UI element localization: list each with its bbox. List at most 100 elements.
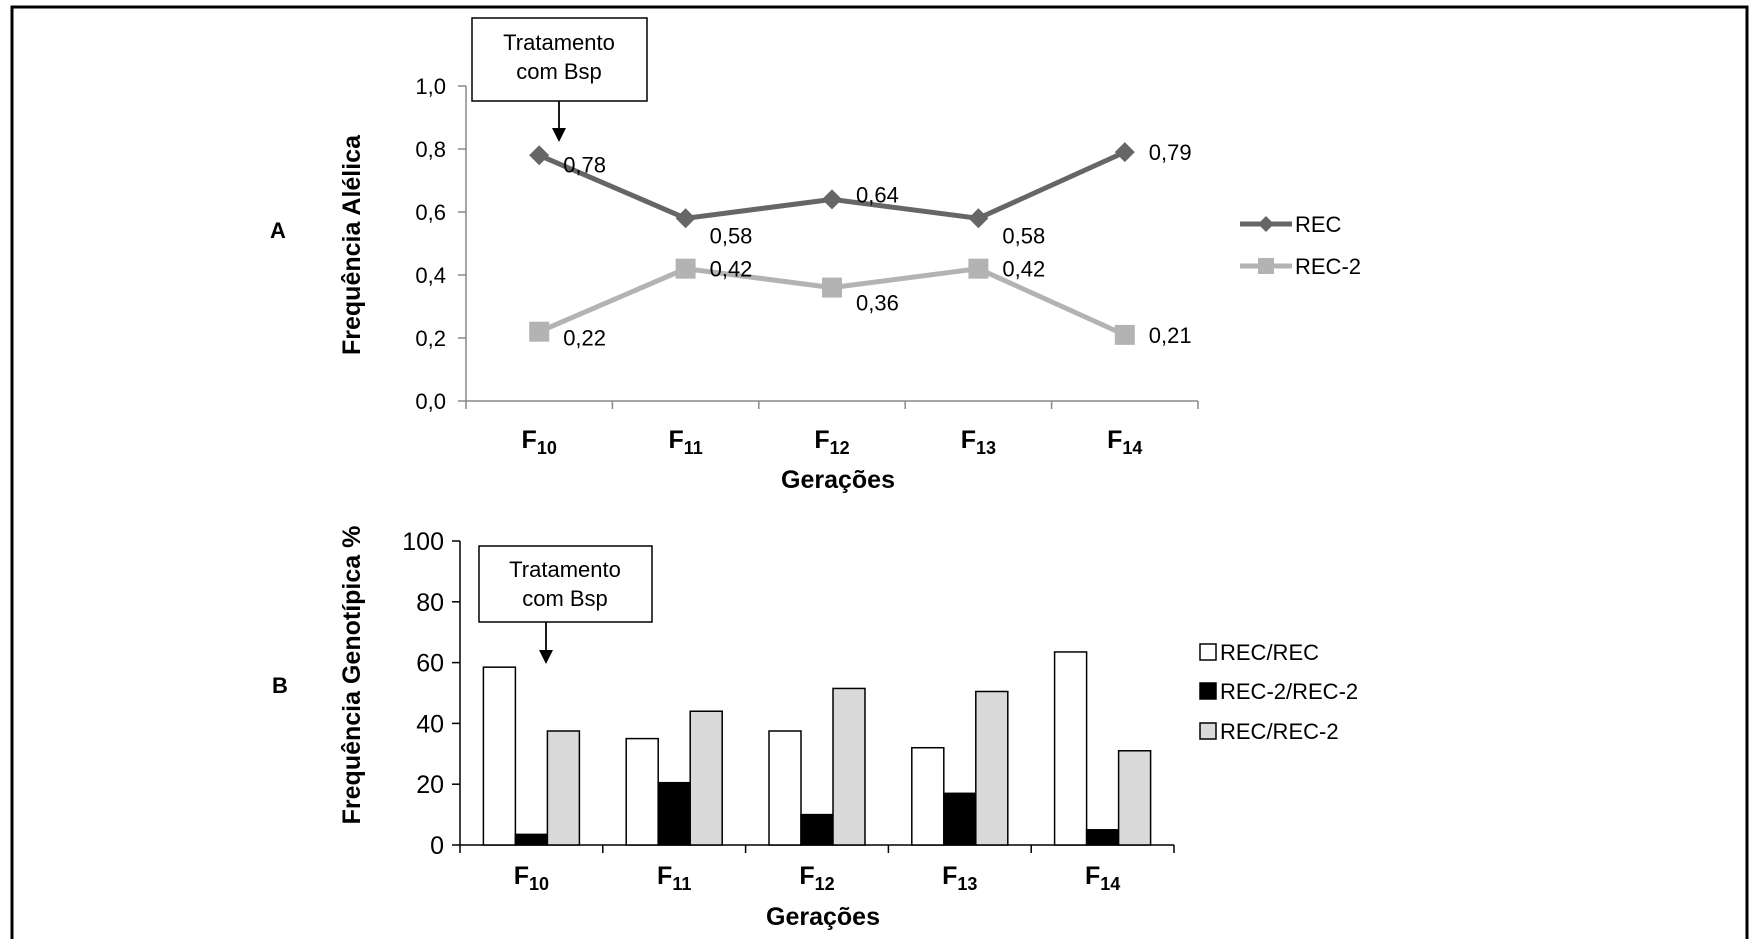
panel-b-bar-REC/REC [768,730,802,846]
panel-b-bar-REC/REC [1053,651,1088,846]
panel-b-legend-swatch [1199,643,1217,661]
panel-a-data-label: 0,21 [1149,323,1192,348]
panel-a-axes [465,86,1199,409]
panel-b-annotation-arrowhead [539,650,553,664]
panel-a-marker-REC [822,189,842,210]
panel-a-legend-marker [1258,258,1274,274]
panel-b-annotation-line-1: Tratamento [509,557,621,582]
panel-b-x-tick-label: F14 [1085,862,1120,894]
panel-b-y-axis-title: Frequência Genotípica % [338,526,366,825]
panel-b-bar-REC-2/REC-2 [800,813,834,846]
panel-a-annotation-line-2: com Bsp [516,59,602,84]
panel-a-x-tick-label: F12 [814,426,849,458]
panel-b-bar-REC/REC-2 [832,687,866,846]
panel-a-data-label: 0,78 [563,152,606,177]
panel-b-x-tick-label: F12 [799,862,834,894]
panel-b-bar-REC/REC-2 [689,710,723,846]
panel-b-bar-REC-2/REC-2 [1085,829,1120,846]
panel-a-y-tick-label: 0,0 [415,389,446,414]
panel-a-x-axis-title: Gerações [781,466,895,494]
panel-a-legend: REC REC-2 [1240,212,1361,279]
panel-a-marker-REC [529,145,550,166]
panel-b-y-tick-label: 40 [416,710,444,738]
panel-a-annotation-line-1: Tratamento [503,30,615,55]
panel-a-y-tick-label: 0,8 [415,137,446,162]
panel-b-bar-REC/REC [625,737,659,846]
panel-a-x-tick-label: F14 [1107,426,1142,458]
panel-a-marker-REC-2 [1114,324,1135,345]
panel-b-y-tick-label: 100 [402,528,444,556]
panel-b-x-tick-label: F13 [942,862,977,894]
panel-a-marker-REC-2 [529,321,550,342]
panel-a-data-labels: 0,78 0,58 0,64 0,58 0,79 0,22 0,42 0,36 0,42 0,21 [563,140,1191,351]
panel-a-data-label: 0,79 [1149,140,1192,165]
panel-b-bar-REC/REC-2 [1117,750,1152,846]
panel-a-line-chart: A Frequência Alélica Gerações 0,00,20,40… [270,17,1361,494]
panel-b-legend-label: REC-2/REC-2 [1220,679,1358,704]
panel-b-x-axis-title: Gerações [766,903,880,931]
panel-a-annotation-box [471,17,648,102]
panel-b-bar-REC/REC [911,746,945,846]
panel-b-bar-REC-2/REC-2 [514,833,549,846]
panel-b-bar-REC-2/REC-2 [943,792,977,846]
panel-a-marker-REC [968,208,989,229]
panel-b-y-tick-label: 80 [416,589,444,617]
panel-a-series [529,142,1135,345]
panel-a-annotation: Tratamento com Bsp [471,17,648,142]
panel-b-x-tick-label: F10 [514,862,549,894]
panel-b-bar-REC/REC-2 [546,730,581,846]
panel-a-data-label: 0,22 [563,326,606,351]
panel-b-bar-REC/REC-2 [975,690,1009,846]
panel-b-bar-chart: B Frequência Genotípica % Gerações 0 20 40… [272,526,1358,931]
panel-b-legend-item-REC-2/REC-2: REC-2/REC-2 [1199,679,1358,704]
panel-b-legend-swatch [1199,682,1217,700]
panel-b-y-tick-label: 60 [416,650,444,678]
panel-a-legend-item-REC-2: REC-2 [1240,254,1361,279]
panel-a-data-label: 0,42 [710,257,753,282]
panel-a-x-tick-label: F10 [522,426,557,458]
panel-a-marker-REC-2 [822,277,842,298]
panel-b-label: B [272,673,288,698]
panel-b-bars [482,651,1152,846]
panel-b-legend: REC/REC REC-2/REC-2 REC/REC-2 [1199,640,1358,744]
panel-a-marker-REC [1114,142,1135,163]
panel-b-x-ticks: F10 F11 F12 F13 F14 [514,862,1121,894]
panel-a-x-tick-label: F13 [961,426,996,458]
panel-b-x-tick-label: F11 [657,862,691,894]
panel-a-y-ticks: 0,0 0,2 0,4 0,6 0,8 1,0 [415,74,466,414]
panel-a-y-tick-label: 0,6 [415,200,446,225]
panel-b-y-tick-label: 0 [430,832,444,860]
panel-a-legend-marker [1258,216,1274,232]
panel-b-bar-REC-2/REC-2 [657,781,691,846]
figure-frame [10,5,1749,939]
panel-b-annotation-line-2: com Bsp [522,586,608,611]
panel-b-legend-label: REC/REC-2 [1220,719,1339,744]
panel-b-y-ticks: 0 20 40 60 80 100 [402,528,460,860]
panel-a-annotation-arrowhead [552,128,566,142]
panel-b-legend-item-REC/REC: REC/REC [1199,640,1319,665]
panel-a-data-label: 0,58 [1002,223,1045,248]
panel-a-data-label: 0,64 [856,182,899,207]
panel-b-legend-label: REC/REC [1220,640,1319,665]
panel-a-data-label: 0,58 [710,223,753,248]
panel-a-legend-label: REC-2 [1295,254,1361,279]
panel-a-y-tick-label: 0,2 [415,326,446,351]
panel-a-legend-item-REC: REC [1240,212,1342,237]
panel-a-y-tick-label: 0,4 [415,263,446,288]
panel-b-bar-REC/REC [482,666,517,846]
panel-b-legend-item-REC/REC-2: REC/REC-2 [1199,719,1339,744]
panel-a-marker-REC [675,208,696,229]
panel-a-label: A [270,218,286,243]
panel-a-marker-REC-2 [675,258,696,279]
panel-a-y-tick-label: 1,0 [415,74,446,99]
panel-b-annotation-box [478,545,653,623]
panel-a-y-axis-title: Frequência Alélica [338,134,366,355]
panel-a-x-tick-label: F11 [668,426,702,458]
panel-a-data-label: 0,36 [856,291,899,316]
panel-a-data-label: 0,42 [1002,257,1045,282]
panel-a-x-ticks: F10 F11 F12 F13 F14 [522,426,1143,458]
panel-b-annotation: Tratamento com Bsp [478,545,653,664]
panel-b-legend-swatch [1199,722,1217,740]
panel-a-legend-label: REC [1295,212,1342,237]
